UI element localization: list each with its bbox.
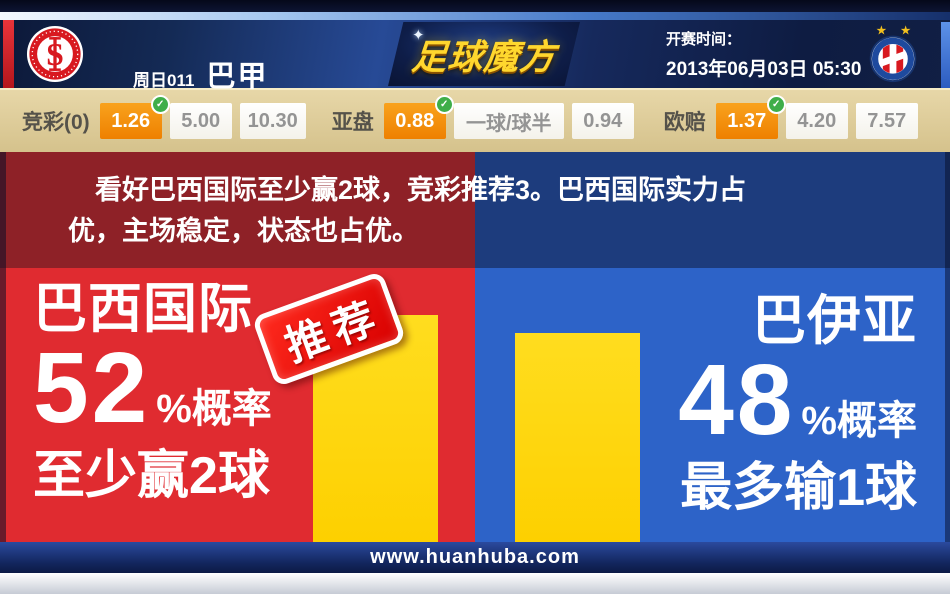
home-prediction: 巴西国际 52 %概率 至少赢2球 [33, 282, 272, 502]
check-icon: ✓ [766, 95, 786, 114]
analysis-line-2: 优，主场稳定，状态也占优。 [68, 216, 419, 246]
odds-yapan-handicap[interactable]: 一球/球半 [453, 103, 564, 139]
odds-jingcai-away[interactable]: 10.30 [239, 103, 306, 139]
bottom-border [0, 573, 950, 594]
red-accent-bar [3, 20, 14, 88]
site-logo: ✦ 足球魔方 [388, 22, 580, 86]
yapan-odds-group: 亚盘 0.88 ✓ 一球/球半 0.94 [331, 95, 642, 139]
bahia-crest-icon: ★ ★ [869, 23, 917, 83]
odds-jingcai-draw[interactable]: 5.00 [169, 103, 232, 139]
jingcai-label: 竞彩(0) [22, 111, 90, 134]
away-outcome: 最多输1球 [680, 459, 917, 517]
home-outcome: 至少赢2球 [33, 447, 270, 505]
odds-bar: 竞彩(0) 1.26 ✓ 5.00 10.30 亚盘 0.88 ✓ 一球/球半 … [0, 88, 950, 152]
odds-yapan-away[interactable]: 0.94 [571, 103, 634, 139]
odds-oupei-draw[interactable]: 4.20 [785, 103, 848, 139]
svg-text:S: S [46, 37, 64, 72]
odds-oupei-home[interactable]: 1.37 ✓ [715, 95, 786, 139]
away-team-name: 巴伊亚 [752, 291, 917, 351]
match-code: 周日011 [133, 71, 195, 90]
odds-value: 7.57 [867, 109, 907, 132]
odds-value: 0.88 [395, 109, 435, 132]
odds-value: 4.20 [797, 109, 837, 132]
odds-value: 5.00 [181, 109, 221, 132]
away-prediction: 巴伊亚 48 %概率 最多输1球 [678, 294, 917, 514]
prediction-panel: 看好巴西国际至少赢2球，竞彩推荐3。巴西国际实力占 优，主场稳定，状态也占优。 … [0, 152, 950, 542]
handicap-value: 一球/球半 [465, 112, 552, 135]
kickoff-info: 开赛时间： 2013年06月03日 05:30 [666, 28, 861, 81]
home-team-name: 巴西国际 [33, 279, 253, 339]
header: S 周日011 巴甲 ✦ 足球魔方 开赛时间： 2013年06月03日 05:3… [0, 20, 950, 93]
away-probability-bar [515, 333, 640, 542]
analysis-line-1: 看好巴西国际至少赢2球，竞彩推荐3。巴西国际实力占 [95, 175, 747, 205]
away-probability-value: 48 [678, 344, 796, 456]
home-probability-value: 52 [33, 332, 151, 444]
odds-value: 0.94 [583, 109, 623, 132]
sparkle-icon: ✦ [412, 27, 425, 44]
oupei-odds-group: 欧赔 1.37 ✓ 4.20 7.57 [663, 95, 926, 139]
site-logo-text: 足球魔方 [410, 37, 558, 77]
odds-value: 10.30 [247, 109, 298, 132]
bahia-crest: ★ ★ [862, 21, 924, 85]
jingcai-odds-group: 竞彩(0) 1.26 ✓ 5.00 10.30 [22, 95, 314, 139]
kickoff-label: 开赛时间： [666, 31, 742, 48]
odds-jingcai-home[interactable]: 1.26 ✓ [99, 95, 170, 139]
star-icon: ★ [876, 23, 887, 38]
footer: www.huanhuba.com [0, 542, 950, 573]
yapan-label: 亚盘 [331, 111, 374, 134]
main-right-edge [945, 152, 950, 542]
match-info: 周日011 巴甲 [133, 53, 268, 95]
home-probability-suffix: %概率 [156, 387, 272, 431]
right-edge-bar [941, 22, 950, 88]
star-icon: ★ [900, 23, 911, 38]
internacional-crest: S [26, 25, 84, 83]
odds-oupei-away[interactable]: 7.57 [855, 103, 918, 139]
top-border [0, 0, 950, 12]
odds-yapan-home[interactable]: 0.88 ✓ [383, 95, 454, 139]
home-probability: 52 %概率 [33, 332, 272, 444]
internacional-crest-icon: S [26, 25, 84, 83]
away-probability-suffix: %概率 [801, 399, 917, 443]
odds-value: 1.37 [727, 109, 767, 132]
away-probability: 48 %概率 [678, 344, 917, 456]
check-icon: ✓ [434, 95, 454, 114]
top-glow-line [0, 12, 950, 20]
oupei-label: 欧赔 [663, 111, 706, 134]
check-icon: ✓ [150, 95, 170, 114]
league-name: 巴甲 [206, 61, 269, 93]
main-left-edge [0, 152, 6, 542]
website-link[interactable]: www.huanhuba.com [370, 546, 580, 568]
kickoff-time: 2013年06月03日 05:30 [666, 59, 862, 80]
analysis-text: 看好巴西国际至少赢2球，竞彩推荐3。巴西国际实力占 优，主场稳定，状态也占优。 [68, 170, 898, 252]
odds-value: 1.26 [111, 109, 151, 132]
